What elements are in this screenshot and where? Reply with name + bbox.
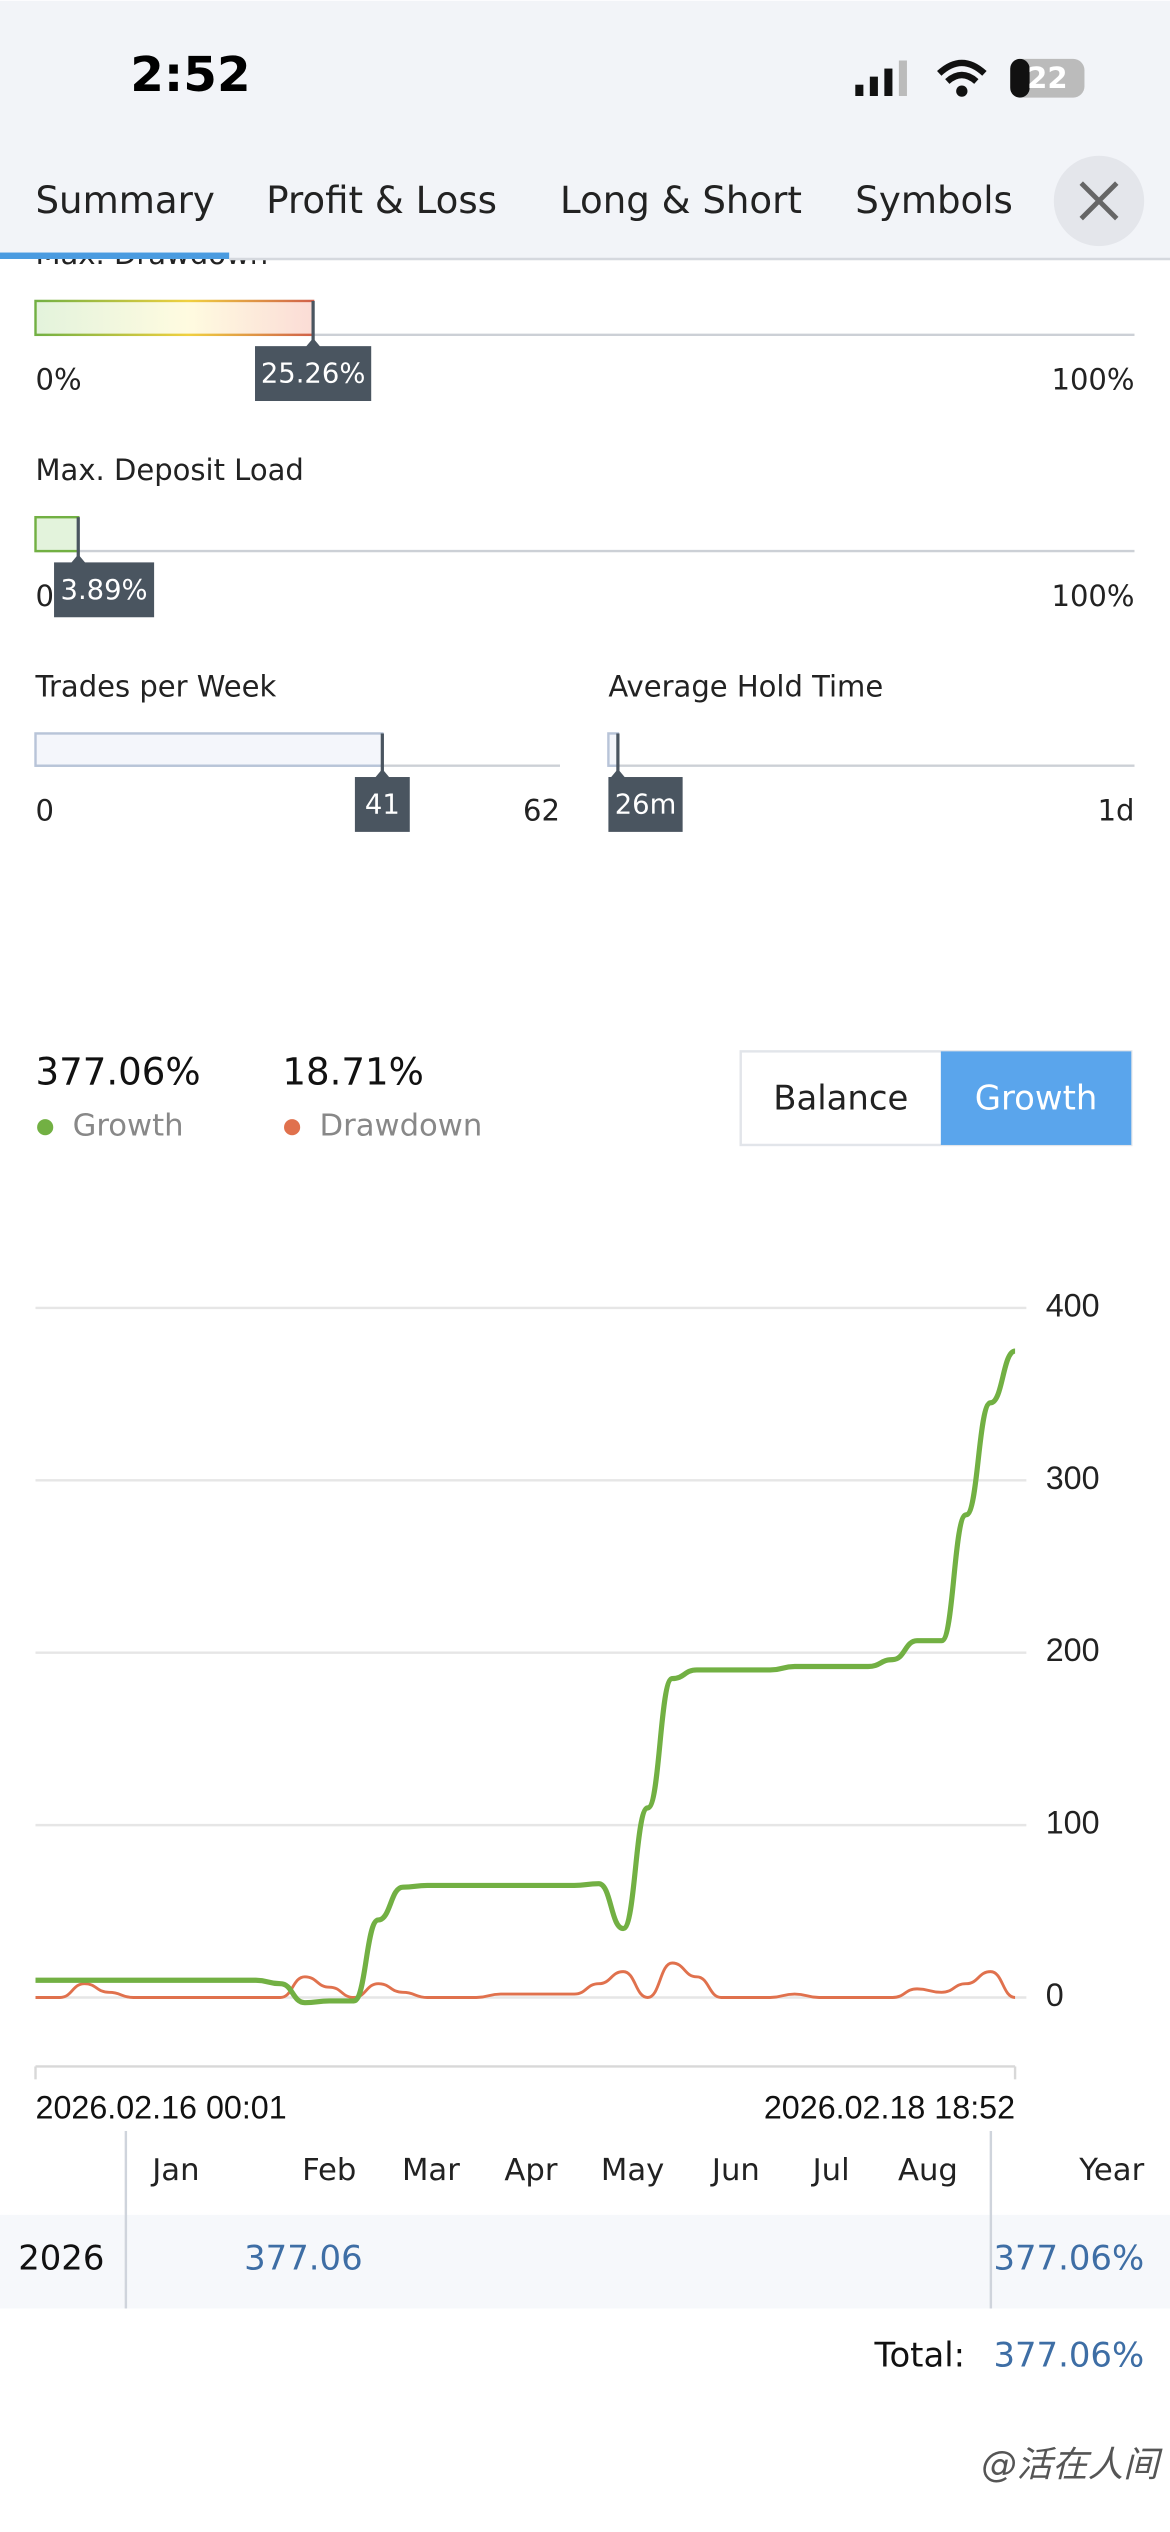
table-header: Jun <box>710 2153 760 2188</box>
status-time: 2:52 <box>130 47 250 103</box>
metric-bar <box>34 515 80 553</box>
battery-text: 22 <box>1027 61 1067 95</box>
metric-bar <box>34 732 384 767</box>
metric-max: 1d <box>1098 794 1135 828</box>
x-label-start: 2026.02.16 00:01 <box>36 2090 287 2126</box>
metric-tooltip <box>255 346 372 402</box>
battery-level <box>1010 58 1030 98</box>
table-header: Mar <box>402 2153 460 2188</box>
table-header: Year <box>1078 2153 1144 2188</box>
tab-underline <box>0 252 230 259</box>
metric-value: 26m <box>615 790 677 821</box>
metric-tooltip <box>608 777 683 832</box>
table-header: Aug <box>898 2153 958 2188</box>
metric-min: 0 <box>36 579 54 613</box>
table-header: May <box>601 2153 664 2188</box>
table-header: Jul <box>811 2153 850 2188</box>
watermark: @活在人间 <box>981 2445 1163 2486</box>
summary-value: 18.71% <box>282 1050 424 1093</box>
month-value: 377.06 <box>244 2239 363 2278</box>
metric-value: 41 <box>365 790 400 821</box>
tooltip-arrow <box>305 338 322 348</box>
y-tick-label: 100 <box>1046 1805 1100 1841</box>
series-line <box>35 1961 1016 1999</box>
metric-bar <box>34 299 315 337</box>
legend-dot <box>37 1119 54 1136</box>
y-tick-label: 200 <box>1046 1632 1100 1668</box>
close-icon <box>1079 181 1119 221</box>
metric-max: 100% <box>1051 579 1134 613</box>
y-tick-label: 400 <box>1046 1287 1100 1323</box>
table-row-bg <box>0 2214 1170 2309</box>
metric-value: 3.89% <box>61 575 148 606</box>
metric-max: 62 <box>523 794 560 828</box>
tab[interactable]: Summary <box>36 179 215 222</box>
metric-min: 0% <box>36 363 82 397</box>
metric-label: Trades per Week <box>35 669 277 703</box>
table-header: Feb <box>302 2153 356 2188</box>
total-label: Total: <box>874 2335 966 2374</box>
toggle-active <box>940 1051 1132 1145</box>
series-line <box>35 1348 1017 2006</box>
header-bg <box>0 0 1170 259</box>
metric-max: 100% <box>1051 363 1134 397</box>
row-total: 377.06% <box>993 2239 1144 2278</box>
table-header: Apr <box>504 2153 557 2188</box>
tab[interactable]: Symbols <box>855 179 1013 222</box>
total-value: 377.06% <box>993 2335 1144 2374</box>
wifi-icon <box>937 59 987 84</box>
toggle-option[interactable]: Growth <box>975 1078 1098 1117</box>
y-tick-label: 300 <box>1046 1460 1100 1496</box>
row-year: 2026 <box>18 2239 104 2278</box>
tooltip-arrow <box>374 768 391 779</box>
x-label-end: 2026.02.18 18:52 <box>764 2090 1015 2126</box>
wifi-dot <box>956 85 968 97</box>
summary-value: 377.06% <box>36 1050 201 1093</box>
legend-dot <box>284 1119 301 1136</box>
tab[interactable]: Long & Short <box>560 179 802 222</box>
metric-tooltip <box>54 562 155 618</box>
metric-tooltip <box>354 777 410 832</box>
toggle-option[interactable]: Balance <box>773 1078 908 1117</box>
signal-icon <box>855 60 907 96</box>
metric-value: 25.26% <box>261 359 366 390</box>
tab[interactable]: Profit & Loss <box>266 179 497 222</box>
tooltip-arrow <box>70 554 87 564</box>
table-header: Jan <box>150 2153 199 2188</box>
tooltip-arrow <box>609 768 626 779</box>
y-tick-label: 0 <box>1046 1977 1064 2013</box>
metric-min: 0 <box>36 794 54 828</box>
metric-label: Max. Deposit Load <box>36 453 304 487</box>
metric-label: Average Hold Time <box>608 669 883 703</box>
summary-label: Growth <box>73 1109 184 1144</box>
summary-label: Drawdown <box>320 1109 483 1144</box>
